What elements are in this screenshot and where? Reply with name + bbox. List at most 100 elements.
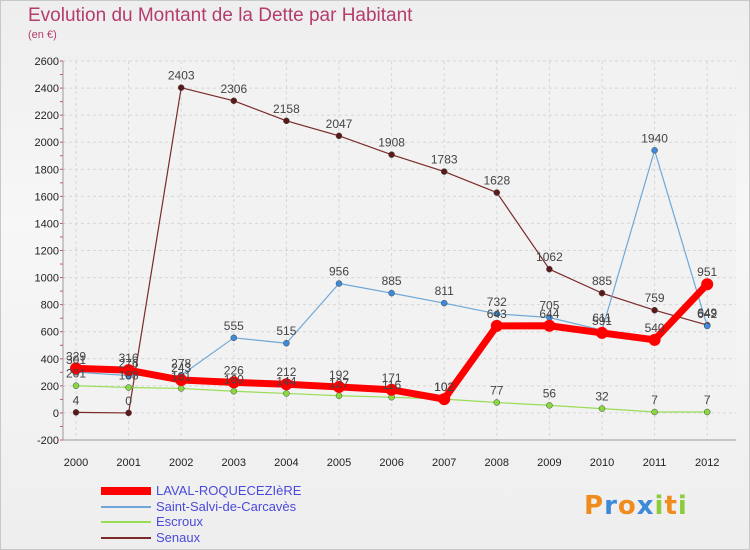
data-point bbox=[227, 376, 240, 389]
data-label: 301 bbox=[66, 353, 86, 367]
data-label: 56 bbox=[543, 386, 557, 400]
x-tick-label: 2007 bbox=[432, 457, 456, 469]
logo-letter: P bbox=[584, 491, 605, 521]
data-point bbox=[598, 405, 606, 412]
y-tick-label: 600 bbox=[41, 327, 59, 339]
data-label: 1628 bbox=[483, 174, 510, 188]
data-point bbox=[70, 362, 82, 375]
data-label: 1783 bbox=[431, 153, 458, 167]
data-point bbox=[440, 168, 448, 175]
y-tick-label: 1800 bbox=[35, 164, 59, 176]
data-label: 811 bbox=[435, 284, 454, 298]
data-point bbox=[388, 151, 395, 158]
data-point bbox=[651, 306, 658, 314]
data-point bbox=[72, 382, 80, 389]
data-label: 201 bbox=[66, 367, 86, 381]
y-tick-label: 2600 bbox=[35, 56, 59, 68]
y-tick-label: 1000 bbox=[35, 273, 59, 285]
data-label: 2403 bbox=[168, 69, 195, 83]
logo-letter: o bbox=[617, 491, 637, 521]
data-label: 192 bbox=[329, 368, 349, 382]
data-label: 885 bbox=[382, 274, 402, 288]
data-label: 316 bbox=[119, 351, 139, 365]
chart-subtitle: (en €) bbox=[28, 29, 57, 41]
data-point bbox=[283, 390, 290, 397]
data-point bbox=[177, 84, 185, 91]
y-tick-label: 1200 bbox=[35, 246, 59, 258]
data-label: 77 bbox=[490, 384, 504, 398]
data-label: 2306 bbox=[220, 82, 247, 96]
data-label: 591 bbox=[592, 314, 612, 328]
data-label: 278 bbox=[171, 356, 191, 370]
data-point bbox=[230, 388, 238, 395]
data-point bbox=[335, 280, 343, 287]
y-tick-label: 2000 bbox=[35, 137, 59, 149]
data-label: 276 bbox=[119, 357, 139, 371]
legend-label-senaux: Senaux bbox=[156, 530, 201, 545]
data-point bbox=[648, 333, 661, 346]
legend-label-escroux: Escroux bbox=[156, 514, 203, 529]
data-label: 7 bbox=[704, 393, 711, 407]
data-point bbox=[230, 334, 238, 342]
data-point bbox=[703, 322, 711, 330]
data-point bbox=[546, 265, 553, 273]
data-label: 127 bbox=[329, 377, 349, 391]
data-label: 732 bbox=[487, 295, 507, 309]
data-point bbox=[122, 364, 135, 377]
data-label: 644 bbox=[539, 307, 559, 321]
data-label: 1062 bbox=[536, 250, 563, 264]
data-label: 0 bbox=[125, 394, 132, 408]
data-point bbox=[335, 132, 343, 140]
data-label: 956 bbox=[329, 265, 349, 279]
legend-label-laval: LAVAL-ROQUECEZIèRE bbox=[156, 483, 302, 498]
data-point bbox=[493, 310, 501, 318]
y-tick-label: 200 bbox=[41, 381, 59, 393]
data-point bbox=[280, 378, 293, 391]
y-tick-label: -200 bbox=[37, 435, 59, 447]
data-point bbox=[125, 384, 132, 391]
data-label: 116 bbox=[382, 378, 401, 392]
legend-label-saint-salvi: Saint-Salvi-de-Carcavès bbox=[156, 499, 297, 514]
data-point bbox=[230, 97, 238, 105]
x-tick-label: 2000 bbox=[64, 457, 88, 469]
data-label: 102 bbox=[434, 380, 454, 394]
data-point bbox=[598, 289, 606, 297]
data-point bbox=[175, 374, 188, 387]
series-lines bbox=[70, 84, 714, 417]
data-label: 171 bbox=[382, 371, 402, 385]
data-label: 885 bbox=[592, 274, 612, 288]
data-point bbox=[385, 383, 398, 396]
data-point bbox=[333, 380, 345, 393]
logo-letter: x bbox=[636, 491, 655, 521]
data-point bbox=[493, 399, 501, 406]
data-point bbox=[543, 319, 556, 332]
data-point bbox=[490, 319, 503, 332]
data-label: 1908 bbox=[378, 136, 405, 150]
data-point bbox=[125, 409, 132, 417]
data-label: 226 bbox=[224, 363, 244, 377]
x-tick-label: 2005 bbox=[327, 457, 351, 469]
proxiti-logo: Proxiti bbox=[584, 491, 688, 521]
data-label: 515 bbox=[276, 324, 296, 338]
legend bbox=[101, 487, 151, 539]
x-tick-label: 2009 bbox=[537, 457, 561, 469]
x-tick-label: 2012 bbox=[695, 457, 719, 469]
data-label: 649 bbox=[697, 306, 717, 320]
x-tick-label: 2004 bbox=[274, 457, 298, 469]
data-label: 32 bbox=[595, 390, 609, 404]
y-tick-label: 800 bbox=[41, 300, 59, 312]
data-point bbox=[177, 385, 185, 392]
data-label: 705 bbox=[539, 299, 559, 313]
y-tick-label: 0 bbox=[53, 408, 59, 420]
data-point bbox=[283, 339, 290, 347]
x-tick-label: 2001 bbox=[116, 457, 140, 469]
y-tick-label: 1600 bbox=[35, 191, 59, 203]
x-tick-label: 2006 bbox=[379, 457, 403, 469]
data-label: 951 bbox=[697, 265, 717, 279]
data-point bbox=[701, 278, 714, 291]
data-label: 2047 bbox=[326, 117, 353, 131]
data-label: 611 bbox=[592, 311, 611, 325]
data-label: 329 bbox=[66, 349, 86, 363]
